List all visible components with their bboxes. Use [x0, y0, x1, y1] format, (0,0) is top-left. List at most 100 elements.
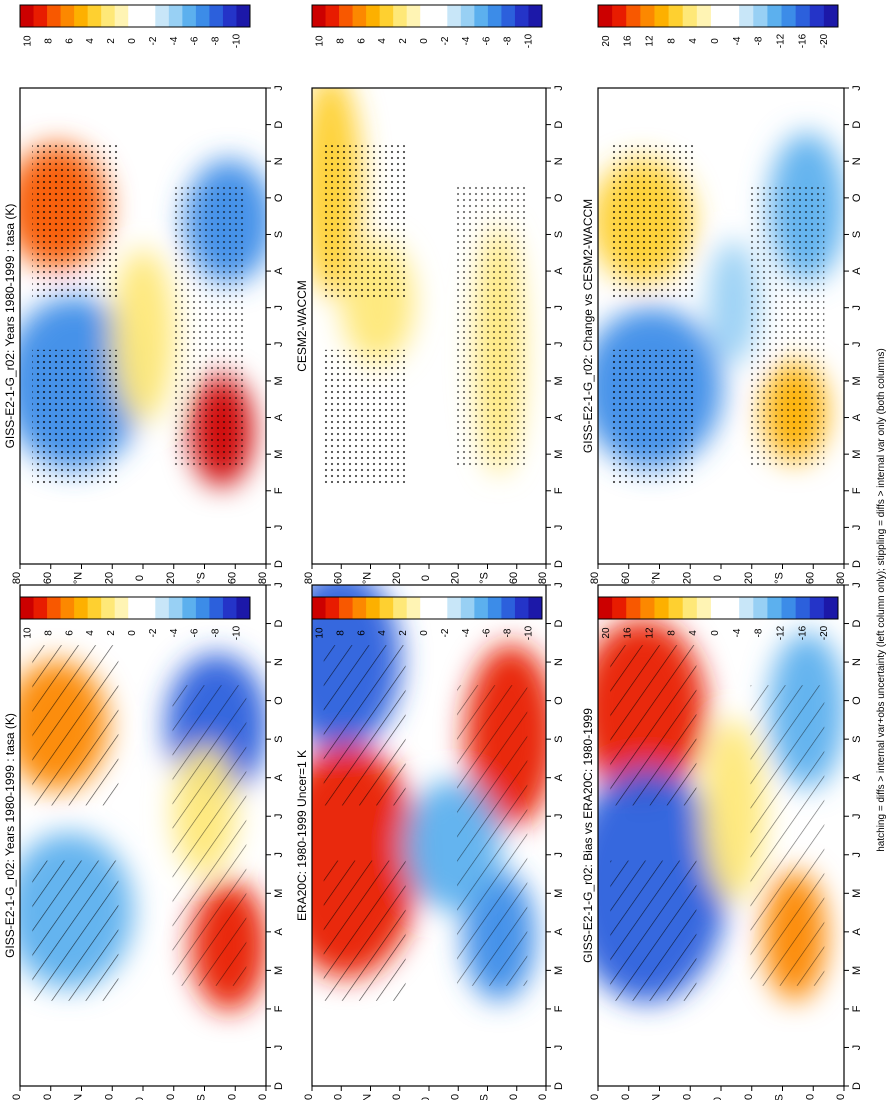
lat-tick-label: 20: [449, 572, 461, 584]
month-tick-label: S: [553, 735, 565, 742]
month-tick-label: J: [553, 1045, 565, 1051]
overlay-stippling: [750, 183, 825, 469]
month-tick-label: S: [553, 231, 565, 238]
colorbar-swatch: [710, 597, 726, 619]
month-tick-label: A: [851, 773, 863, 781]
colorbar-label: -6: [190, 628, 201, 637]
overlay-hatching: [610, 860, 697, 1001]
overlay-hatching: [32, 645, 119, 806]
colorbar-label: 8: [43, 38, 54, 44]
colorbar-swatch: [767, 597, 783, 619]
lat-tick-label: 80: [589, 1094, 601, 1100]
lat-tick-label: °N: [362, 572, 374, 584]
colorbar-swatch: [654, 597, 670, 619]
month-tick-label: S: [273, 231, 285, 238]
lat-tick-label: 80: [589, 572, 601, 584]
colorbar-swatch: [640, 5, 655, 27]
colorbar-swatch: [447, 5, 462, 27]
colorbar-swatch: [501, 597, 516, 619]
colorbar-swatch: [182, 5, 197, 27]
colorbar-label: -6: [482, 36, 493, 45]
month-tick-label: J: [553, 813, 565, 819]
lat-tick-label: °S: [196, 572, 208, 584]
colorbar-label: -4: [732, 36, 743, 45]
lat-tick-label: 80: [303, 1094, 315, 1100]
overlay-hatching: [750, 685, 825, 986]
lat-tick-label: °S: [196, 1094, 208, 1100]
colorbar-label: 4: [85, 38, 96, 44]
month-tick-label: S: [273, 735, 285, 742]
colorbar-swatch: [87, 597, 102, 619]
lat-tick-label: 80: [835, 572, 847, 584]
colorbar-label: 4: [688, 38, 699, 44]
month-tick-label: D: [273, 121, 285, 129]
month-tick-label: N: [273, 658, 285, 666]
colorbar-swatch: [60, 597, 75, 619]
colorbar-swatch: [823, 597, 839, 619]
colorbar-swatch: [668, 5, 684, 27]
lat-tick-label: °S: [774, 572, 786, 584]
colorbar-swatch: [236, 597, 251, 619]
lat-tick-label: 80: [835, 1094, 847, 1100]
colorbar-swatch: [128, 597, 143, 619]
colorbar-swatch: [209, 597, 224, 619]
heatmap-field: [20, 645, 266, 1011]
month-tick-label: A: [273, 267, 285, 275]
colorbar-swatch: [74, 5, 89, 27]
chart-title: ERA20C: 1980-1999 Uncer=1 K: [295, 750, 309, 921]
colorbar-swatch: [598, 5, 613, 27]
month-tick-label: A: [553, 267, 565, 275]
month-tick-label: D: [553, 1082, 565, 1090]
colorbar-swatch: [352, 5, 367, 27]
month-tick-label: J: [553, 852, 565, 858]
colorbar-swatch: [809, 5, 825, 27]
lat-tick-label: °N: [362, 1094, 374, 1100]
colorbar-label: -8: [211, 628, 222, 637]
colorbar-swatch: [379, 597, 394, 619]
colorbar-swatch: [514, 597, 529, 619]
month-tick-label: N: [553, 658, 565, 666]
colorbar-label: -2: [148, 628, 159, 637]
colorbar-swatch: [598, 597, 613, 619]
colorbar-swatch: [668, 597, 684, 619]
month-tick-label: D: [273, 620, 285, 628]
colorbar-label: -16: [797, 33, 808, 48]
chart-title: GISS-E2-1-G_r02: Change vs CESM2-WACCM: [581, 199, 595, 453]
lat-tick-label: 0: [134, 575, 146, 581]
lat-tick-label: 20: [165, 1094, 177, 1100]
overlay-hatching: [610, 645, 697, 806]
month-tick-label: F: [553, 1005, 565, 1012]
lat-tick-label: 80: [537, 572, 549, 584]
month-tick-label: J: [273, 525, 285, 531]
lat-tick-label: 60: [332, 572, 344, 584]
colorbar-swatch: [487, 597, 502, 619]
colorbar-swatch: [823, 5, 839, 27]
month-tick-label: J: [273, 85, 285, 91]
colorbar-swatch: [155, 5, 170, 27]
colorbar-label: -12: [775, 625, 786, 640]
colorbar-swatch: [501, 5, 516, 27]
lat-tick-label: °N: [651, 1094, 663, 1100]
month-tick-label: S: [851, 735, 863, 742]
colorbar-swatch: [626, 5, 641, 27]
colorbar-swatch: [60, 5, 75, 27]
colorbar-frame: [597, 4, 839, 28]
colorbar-swatch: [528, 5, 543, 27]
overlay-stippling: [323, 349, 406, 484]
colorbar-swatch: [352, 597, 367, 619]
month-tick-label: J: [553, 305, 565, 311]
colorbar-swatch: [222, 5, 237, 27]
month-tick-label: M: [851, 889, 863, 898]
colorbar-swatch: [195, 5, 210, 27]
colorbar-swatch: [155, 597, 170, 619]
lat-tick-label: 60: [332, 1094, 344, 1100]
colorbar-label: -8: [503, 36, 514, 45]
lat-tick-label: °N: [73, 572, 85, 584]
lat-tick-label: 0: [420, 1097, 432, 1100]
colorbar-label: 2: [106, 38, 117, 44]
month-tick-label: D: [851, 121, 863, 129]
colorbar-label: 4: [688, 630, 699, 636]
lat-tick-label: 20: [743, 572, 755, 584]
lat-tick-label: 20: [743, 1094, 755, 1100]
colorbar-swatch: [767, 5, 783, 27]
